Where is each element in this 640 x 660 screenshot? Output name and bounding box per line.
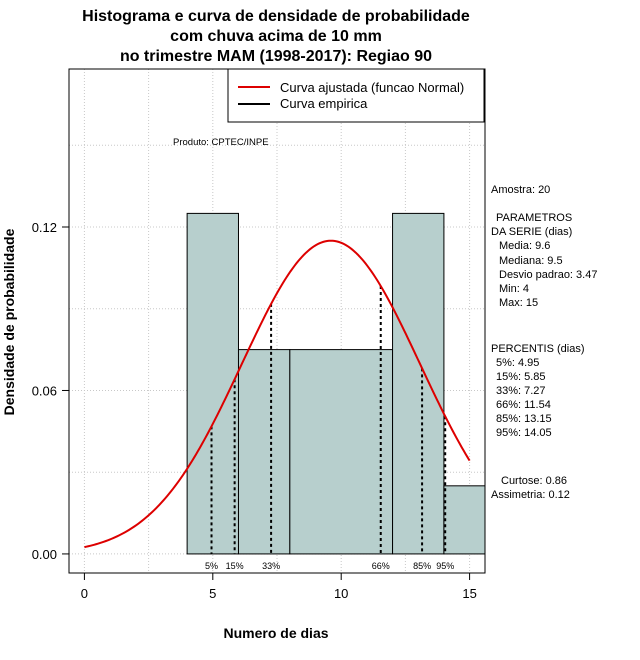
percentis-title: PERCENTIS (dias) [491, 343, 585, 355]
skewness: Assimetria: 0.12 [491, 489, 570, 501]
kurtosis: Curtose: 0.86 [501, 475, 567, 487]
histogram-bar-5 [443, 485, 486, 555]
percentil-85: 85%: 13.15 [496, 413, 552, 425]
percentile-label-85%: 85% [413, 561, 431, 571]
sample-size: Amostra: 20 [491, 184, 550, 196]
param-median: Mediana: 9.5 [499, 255, 563, 267]
histogram-bar-2 [237, 349, 291, 555]
statistics-panel: Amostra: 20 PARAMETROS DA SERIE (dias) M… [491, 184, 597, 501]
percentil-66: 66%: 11.54 [496, 399, 551, 411]
title-line-2: com chuva acima de 10 mm [170, 28, 382, 45]
histogram-bar-3 [289, 349, 394, 555]
y-tick-label: 0.00 [32, 547, 57, 562]
params-title-2: DA SERIE (dias) [491, 226, 572, 238]
percentile-label-15%: 15% [226, 561, 244, 571]
normal-curve [84, 239, 471, 549]
param-min: Min: 4 [499, 283, 529, 295]
legend: Curva ajustada (funcao Normal) Curva emp… [227, 68, 485, 123]
legend-label-empirical: Curva empirica [280, 96, 368, 111]
x-tick-label: 0 [81, 586, 88, 601]
percentil-5: 5%: 4.95 [496, 357, 539, 369]
normal-curve-layer [84, 239, 471, 549]
param-max: Max: 15 [499, 297, 538, 309]
legend-label-normal: Curva ajustada (funcao Normal) [280, 80, 464, 95]
x-tick-label: 5 [209, 586, 216, 601]
params-title-1: PARAMETROS [496, 212, 572, 224]
chart-title: Histograma e curva de densidade de proba… [82, 8, 470, 65]
percentile-label-33%: 33% [262, 561, 280, 571]
y-tick-label: 0.12 [32, 220, 57, 235]
x-axis-title: Numero de dias [223, 625, 328, 641]
percentile-label-95%: 95% [436, 561, 454, 571]
percentil-33: 33%: 7.27 [496, 385, 546, 397]
percentile-label-66%: 66% [372, 561, 390, 571]
x-tick-label: 15 [462, 586, 476, 601]
title-line-1: Histograma e curva de densidade de proba… [82, 8, 470, 25]
legend-box [227, 68, 485, 123]
y-tick-label: 0.06 [32, 383, 57, 398]
param-sd: Desvio padrao: 3.47 [499, 269, 597, 281]
percentil-15: 15%: 5.85 [496, 371, 546, 383]
x-axis: 0 5 10 15 [81, 572, 477, 601]
histogram-bars [186, 212, 486, 555]
title-line-3: no trimestre MAM (1998-2017): Regiao 90 [120, 48, 432, 65]
percentile-lines: 5% 15% 33% 66% 85% 95% [205, 286, 454, 571]
param-mean: Media: 9.6 [499, 240, 550, 252]
product-credit: Produto: CPTEC/INPE [173, 137, 269, 148]
y-axis: 0.00 0.06 0.12 [32, 220, 70, 562]
percentile-label-5%: 5% [205, 561, 218, 571]
x-tick-label: 10 [334, 586, 348, 601]
percentil-95: 95%: 14.05 [496, 427, 552, 439]
histogram-bar-4 [392, 212, 445, 555]
histogram-bar-1 [186, 212, 239, 555]
y-axis-title: Densidade de probabilidade [1, 228, 17, 415]
